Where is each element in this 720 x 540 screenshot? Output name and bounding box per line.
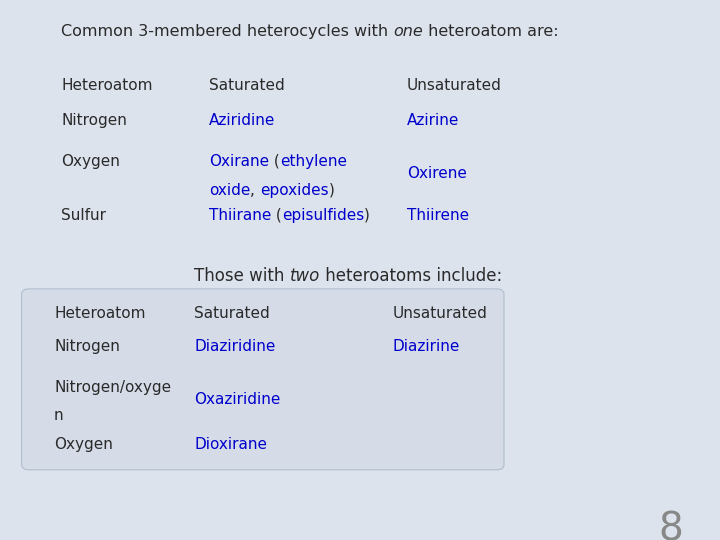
Text: Thiirane: Thiirane bbox=[209, 208, 271, 223]
Text: Heteroatom: Heteroatom bbox=[54, 306, 145, 321]
Text: Those with: Those with bbox=[194, 267, 290, 285]
Text: Heteroatom: Heteroatom bbox=[61, 78, 153, 93]
Text: Oxirene: Oxirene bbox=[407, 166, 467, 181]
Text: Common 3-membered heterocycles with: Common 3-membered heterocycles with bbox=[61, 24, 393, 39]
Text: Sulfur: Sulfur bbox=[61, 208, 107, 223]
Text: heteroatoms include:: heteroatoms include: bbox=[320, 267, 503, 285]
Text: Oxygen: Oxygen bbox=[54, 437, 113, 453]
Text: Unsaturated: Unsaturated bbox=[407, 78, 502, 93]
Text: Saturated: Saturated bbox=[209, 78, 284, 93]
Text: epoxides: epoxides bbox=[260, 183, 328, 198]
Text: heteroatom are:: heteroatom are: bbox=[423, 24, 559, 39]
Text: Oxaziridine: Oxaziridine bbox=[194, 392, 281, 407]
Text: Nitrogen/oxyge: Nitrogen/oxyge bbox=[54, 380, 171, 395]
Text: ): ) bbox=[328, 183, 334, 198]
Text: oxide: oxide bbox=[209, 183, 250, 198]
Text: (: ( bbox=[271, 208, 282, 223]
Text: Thiirene: Thiirene bbox=[407, 208, 469, 223]
Text: Nitrogen: Nitrogen bbox=[54, 339, 120, 354]
Text: ): ) bbox=[364, 208, 370, 223]
Text: episulfides: episulfides bbox=[282, 208, 364, 223]
Text: Aziridine: Aziridine bbox=[209, 113, 275, 129]
FancyBboxPatch shape bbox=[22, 289, 504, 470]
Text: one: one bbox=[393, 24, 423, 39]
Text: Saturated: Saturated bbox=[194, 306, 270, 321]
Text: (: ( bbox=[269, 154, 279, 169]
Text: ethylene: ethylene bbox=[279, 154, 346, 169]
Text: 8: 8 bbox=[659, 510, 683, 540]
Text: Oxygen: Oxygen bbox=[61, 154, 120, 169]
Text: Diaziridine: Diaziridine bbox=[194, 339, 276, 354]
Text: Nitrogen: Nitrogen bbox=[61, 113, 127, 129]
Text: Oxirane: Oxirane bbox=[209, 154, 269, 169]
Text: Dioxirane: Dioxirane bbox=[194, 437, 267, 453]
Text: Azirine: Azirine bbox=[407, 113, 459, 129]
Text: Unsaturated: Unsaturated bbox=[392, 306, 487, 321]
Text: two: two bbox=[290, 267, 320, 285]
Text: ,: , bbox=[250, 183, 260, 198]
Text: Diazirine: Diazirine bbox=[392, 339, 460, 354]
Text: n: n bbox=[54, 408, 63, 423]
